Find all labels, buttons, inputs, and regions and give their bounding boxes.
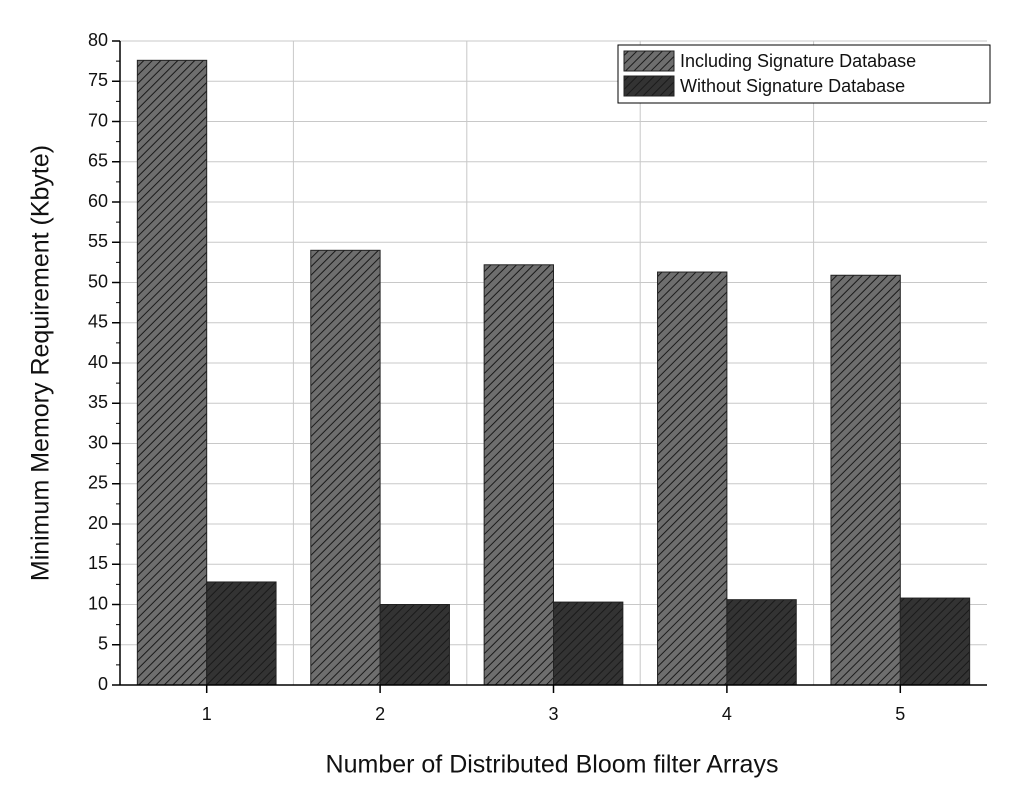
- bar: [310, 249, 381, 686]
- legend-swatch: [623, 75, 675, 97]
- y-tick-label: 80: [88, 30, 108, 50]
- x-tick-label: 2: [375, 704, 385, 724]
- legend-label: Including Signature Database: [680, 51, 916, 71]
- y-tick-label: 5: [98, 634, 108, 654]
- bar: [553, 601, 624, 686]
- legend-swatch: [623, 50, 675, 72]
- y-tick-label: 55: [88, 231, 108, 251]
- bar: [726, 599, 797, 686]
- bar: [483, 264, 555, 686]
- y-tick-label: 40: [88, 352, 108, 372]
- y-tick-label: 60: [88, 191, 108, 211]
- bar: [136, 59, 208, 686]
- x-tick-label: 3: [548, 704, 558, 724]
- y-tick-label: 20: [88, 513, 108, 533]
- x-tick-label: 1: [202, 704, 212, 724]
- y-tick-label: 50: [88, 271, 108, 291]
- legend-box: [617, 44, 991, 104]
- bar: [899, 597, 971, 686]
- y-tick-label: 35: [88, 392, 108, 412]
- x-tick-label: 5: [895, 704, 905, 724]
- y-tick-label: 25: [88, 473, 108, 493]
- bar: [206, 581, 277, 686]
- y-tick-label: 45: [88, 312, 108, 332]
- y-tick-label: 70: [88, 110, 108, 130]
- y-tick-label: 65: [88, 151, 108, 171]
- y-tick-label: 30: [88, 432, 108, 452]
- y-tick-label: 75: [88, 70, 108, 90]
- bar: [830, 274, 901, 686]
- legend-label: Without Signature Database: [680, 76, 905, 96]
- x-tick-label: 4: [722, 704, 732, 724]
- y-axis-title: Minimum Memory Requirement (Kbyte): [27, 145, 55, 581]
- x-axis-title: Number of Distributed Bloom filter Array…: [326, 751, 779, 779]
- y-tick-label: 0: [98, 674, 108, 694]
- y-tick-label: 10: [88, 593, 108, 613]
- bar: [379, 604, 450, 686]
- y-tick-label: 15: [88, 553, 108, 573]
- bar: [657, 271, 728, 686]
